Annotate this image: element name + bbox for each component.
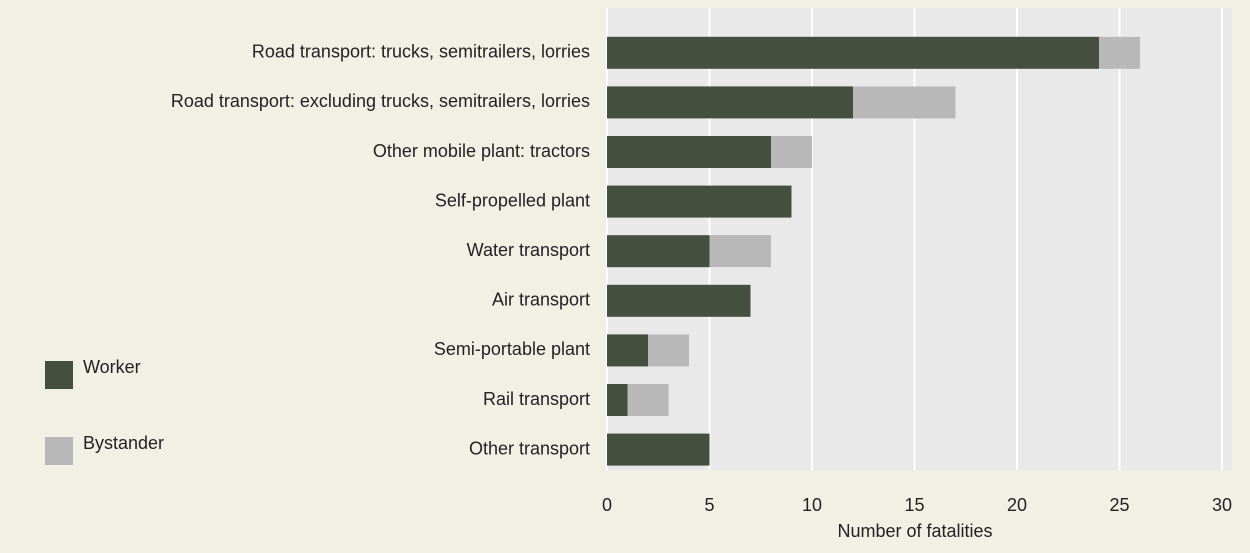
x-tick-label: 25 xyxy=(1109,495,1129,515)
y-tick-label: Other mobile plant: tractors xyxy=(373,141,590,161)
y-tick-label: Water transport xyxy=(467,240,590,260)
bar-segment xyxy=(771,136,812,168)
y-tick-label: Self-propelled plant xyxy=(435,190,590,210)
bar-segment xyxy=(607,384,628,416)
x-tick-label: 30 xyxy=(1212,495,1232,515)
bar-segment xyxy=(1099,36,1140,69)
legend-swatch xyxy=(45,437,73,465)
legend-label: Worker xyxy=(83,357,141,377)
bar-segment xyxy=(607,433,710,466)
bar-segment xyxy=(607,86,853,119)
y-tick-label: Road transport: trucks, semitrailers, lo… xyxy=(252,42,590,62)
bar-segment xyxy=(607,284,751,317)
x-tick-label: 5 xyxy=(704,495,714,515)
bar-segment xyxy=(607,235,710,268)
y-tick-label: Air transport xyxy=(492,290,590,310)
x-tick-label: 10 xyxy=(802,495,822,515)
bar-segment xyxy=(627,384,669,416)
x-axis-label: Number of fatalities xyxy=(837,521,992,541)
y-tick-label: Road transport: excluding trucks, semitr… xyxy=(171,91,590,111)
y-tick-label: Other transport xyxy=(469,438,590,458)
y-tick-label: Rail transport xyxy=(483,389,590,409)
x-tick-label: 15 xyxy=(904,495,924,515)
bar-segment xyxy=(607,136,771,168)
legend-swatch xyxy=(45,361,73,389)
bar-segment xyxy=(709,235,771,268)
x-tick-label: 0 xyxy=(602,495,612,515)
legend-label: Bystander xyxy=(83,433,164,453)
bar-segment xyxy=(607,36,1099,69)
bar-segment xyxy=(607,334,648,367)
bar-segment xyxy=(607,185,792,218)
y-tick-label: Semi-portable plant xyxy=(434,339,590,359)
bar-segment xyxy=(853,86,956,119)
x-tick-label: 20 xyxy=(1007,495,1027,515)
bar-segment xyxy=(648,334,689,367)
